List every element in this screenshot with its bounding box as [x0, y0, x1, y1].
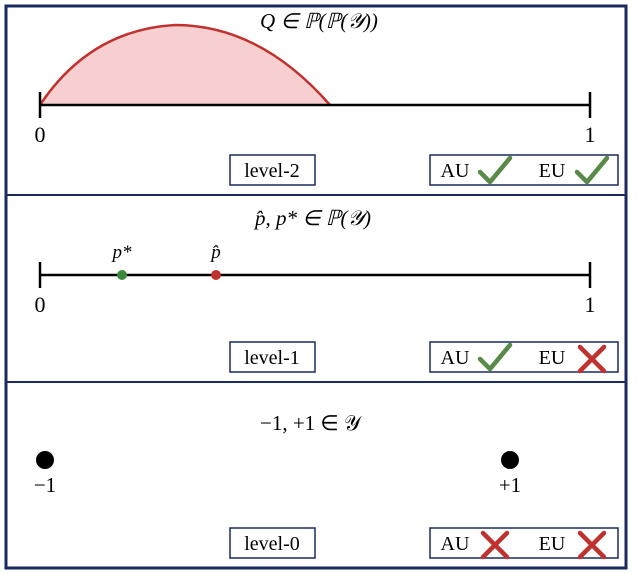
phat-label: p̂	[209, 242, 221, 263]
panel2-title: Q ∈ ℙ(ℙ(𝒴))	[260, 9, 378, 33]
panel1-eu-label: EU	[539, 347, 566, 369]
panel0-eu-cross-icon	[580, 533, 604, 557]
panel2-eu-check-icon	[577, 158, 607, 182]
panel2-eu-label: EU	[539, 160, 566, 182]
pstar-label: p*	[111, 242, 133, 263]
panel2-axis-end-label: 1	[585, 122, 596, 147]
panel2-au-label: AU	[441, 160, 470, 182]
panel0-right-label: +1	[499, 473, 521, 497]
panel0-title: −1, +1 ∈ 𝒴	[260, 411, 362, 435]
diagram-svg: 0 1 Q ∈ ℙ(ℙ(𝒴)) level-2 AU EU p̂, p* ∈ ℙ…	[0, 0, 638, 574]
diagram-container: 0 1 Q ∈ ℙ(ℙ(𝒴)) level-2 AU EU p̂, p* ∈ ℙ…	[0, 0, 638, 574]
panel0-right-dot	[501, 451, 519, 469]
panel1-title: p̂, p* ∈ ℙ(𝒴)	[253, 206, 371, 230]
panel1-axis-end-label: 1	[585, 292, 596, 317]
panel2-au-check-icon	[480, 158, 510, 182]
panel1-level-label: level-1	[244, 347, 300, 369]
panel2-level-label: level-2	[244, 160, 300, 182]
panel0-au-label: AU	[441, 533, 470, 555]
panel0-level-label: level-0	[244, 533, 300, 555]
panel1-au-label: AU	[441, 347, 470, 369]
pstar-point	[117, 270, 127, 280]
panel0-left-label: −1	[34, 473, 56, 497]
panel1-axis-start-label: 0	[35, 292, 46, 317]
panel0-left-dot	[36, 451, 54, 469]
panel0-eu-label: EU	[539, 533, 566, 555]
panel0-au-cross-icon	[483, 533, 507, 557]
panel1-eu-cross-icon	[580, 347, 604, 371]
panel1-au-check-icon	[480, 345, 510, 369]
panel2-axis-start-label: 0	[35, 122, 46, 147]
phat-point	[211, 270, 221, 280]
